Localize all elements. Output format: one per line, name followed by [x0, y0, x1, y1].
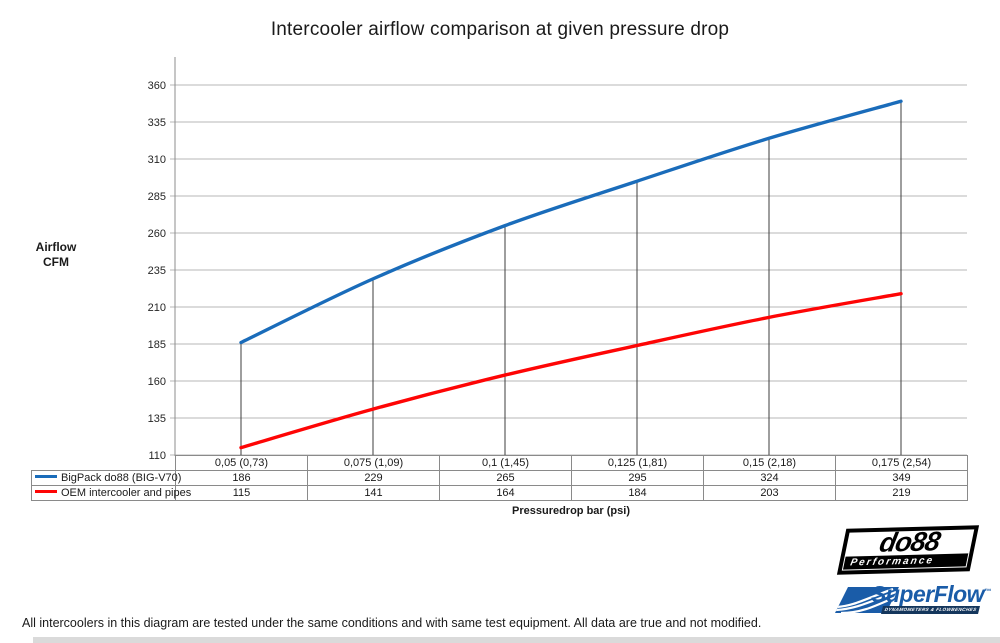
x-axis-title: Pressuredrop bar (psi) — [512, 505, 630, 517]
value-cell: 229 — [307, 470, 440, 486]
y-axis-title-line2: CFM — [43, 255, 69, 269]
y-tick-label: 310 — [148, 154, 166, 166]
series-line-bigpack-do88 — [239, 99, 903, 345]
legend-label: OEM intercooler and pipes — [61, 486, 192, 499]
value-cell: 265 — [439, 470, 572, 486]
y-tick-label: 110 — [148, 450, 166, 462]
superflow-wordmark: SuperFlow — [871, 581, 985, 607]
y-axis-title-line1: Airflow — [35, 240, 77, 254]
do88-logo-text: do88 — [876, 526, 943, 558]
superflow-logo-text: SuperFlow™ — [871, 581, 991, 608]
y-tick-label: 335 — [148, 117, 166, 129]
x-category-label: 0,125 (1,81) — [571, 455, 704, 471]
value-cell: 219 — [835, 485, 968, 501]
series-line-oem — [239, 291, 903, 450]
y-tick-label: 285 — [148, 191, 166, 203]
cropped-text-artifact — [33, 637, 1000, 643]
chart-title: Intercooler airflow comparison at given … — [270, 19, 730, 40]
legend-cell: BigPack do88 (BIG-V70) — [31, 470, 181, 486]
y-tick-label: 260 — [148, 228, 166, 240]
value-cell: 184 — [571, 485, 704, 501]
series-row-bigpack-do88: BigPack do88 (BIG-V70) 186 229 265 295 324 349 — [31, 470, 968, 486]
superflow-logo: SuperFlow™ DYNAMOMETERS & FLOWBENCHES — [835, 581, 991, 619]
do88-logo-tagline: Performance — [842, 553, 969, 570]
legend-label: BigPack do88 (BIG-V70) — [61, 471, 182, 484]
y-tick-label: 160 — [148, 376, 166, 388]
value-cell: 349 — [835, 470, 968, 486]
y-axis-title: Airflow CFM — [16, 240, 96, 270]
do88-logo: do88 Performance — [836, 525, 980, 575]
category-row: 0,05 (0,73) 0,075 (1,09) 0,1 (1,45) 0,125 (… — [32, 455, 968, 471]
value-cell: 186 — [175, 470, 308, 486]
value-cell: 141 — [307, 485, 440, 501]
x-category-label: 0,175 (2,54) — [835, 455, 968, 471]
series-row-oem: OEM intercooler and pipes 115 141 164 184 203… — [31, 485, 968, 501]
value-cell: 324 — [703, 470, 836, 486]
legend-line-sample — [35, 475, 57, 479]
value-cell: 164 — [439, 485, 572, 501]
superflow-logo-tagline: DYNAMOMETERS & FLOWBENCHES — [881, 606, 980, 614]
trademark-symbol: ™ — [984, 588, 992, 596]
x-category-label: 0,1 (1,45) — [439, 455, 572, 471]
y-tick-label: 210 — [148, 302, 166, 314]
footer-note: All intercoolers in this diagram are tes… — [22, 616, 762, 630]
legend-cell: OEM intercooler and pipes — [31, 485, 191, 501]
y-tick-label: 235 — [148, 265, 166, 277]
x-category-label: 0,05 (0,73) — [175, 455, 308, 471]
x-category-label: 0,15 (2,18) — [703, 455, 836, 471]
legend-line-sample — [35, 490, 57, 494]
value-cell: 203 — [703, 485, 836, 501]
value-cell: 115 — [175, 485, 308, 501]
y-tick-label: 185 — [148, 339, 166, 351]
value-cell: 295 — [571, 470, 704, 486]
table-corner-cell — [32, 456, 176, 471]
y-tick-label: 360 — [148, 80, 166, 92]
y-tick-label: 135 — [148, 413, 166, 425]
data-table: 0,05 (0,73) 0,075 (1,09) 0,1 (1,45) 0,125 (… — [31, 455, 968, 501]
x-category-label: 0,075 (1,09) — [307, 455, 440, 471]
